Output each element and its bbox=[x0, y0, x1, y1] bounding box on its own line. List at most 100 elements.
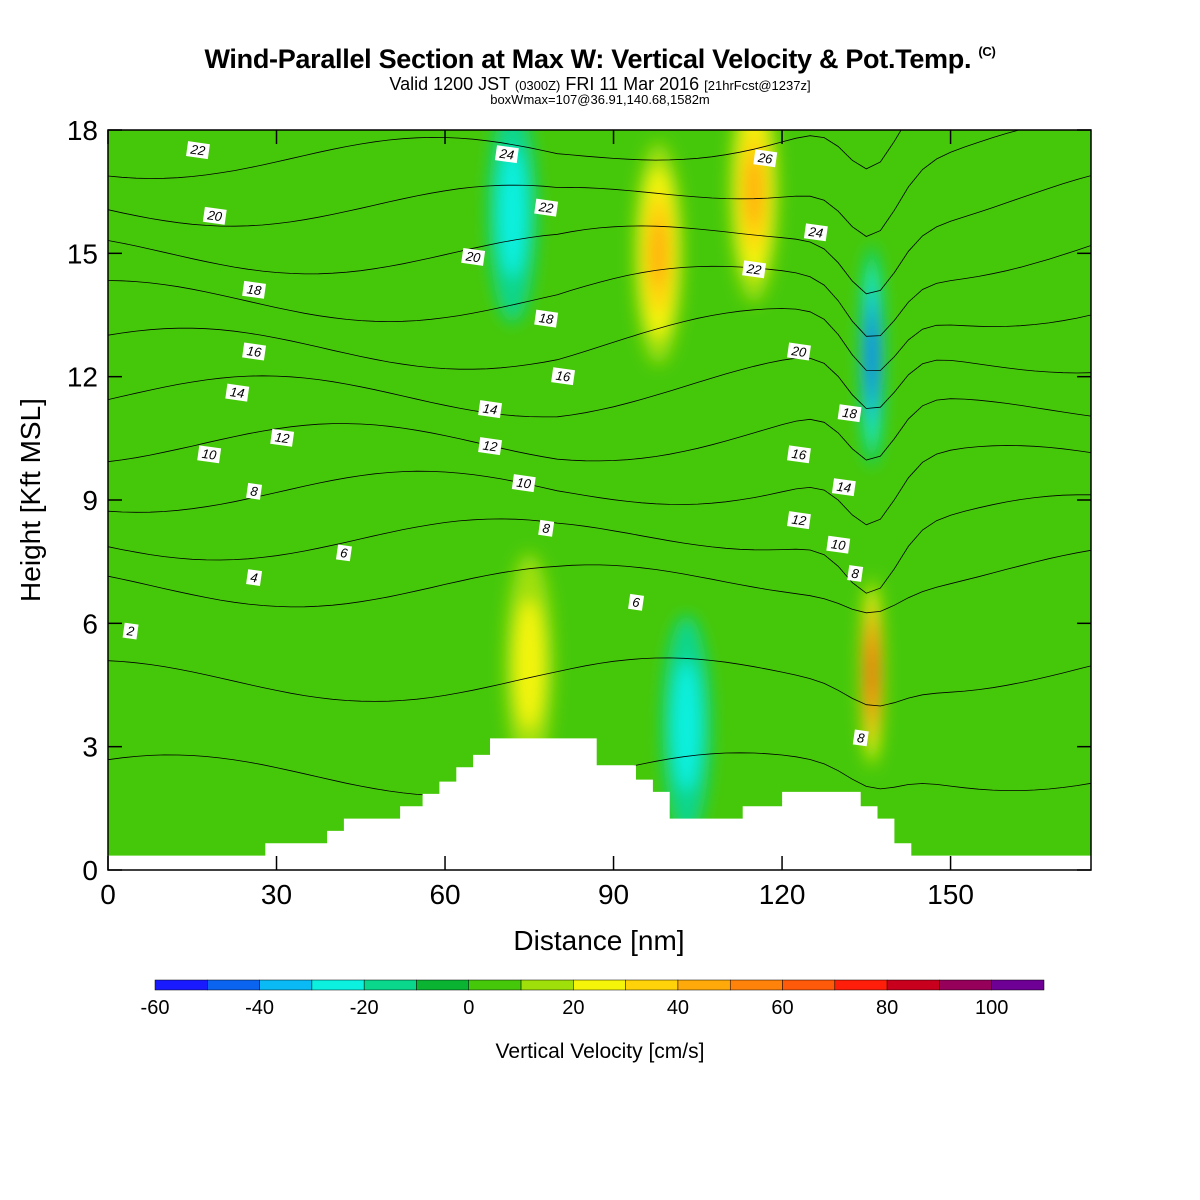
contour-label: 12 bbox=[478, 437, 503, 456]
contour-label: 16 bbox=[787, 445, 811, 464]
velocity-band bbox=[672, 661, 701, 791]
contour-label-box bbox=[826, 535, 851, 554]
contour-labels: 2220181614121086422422201816141210862624… bbox=[122, 141, 869, 747]
contour-label-text: 14 bbox=[482, 401, 498, 418]
y-tick-label: 15 bbox=[67, 238, 98, 269]
contour-label-text: 12 bbox=[482, 438, 499, 455]
colorbar-swatch bbox=[207, 979, 260, 991]
contour-label: 8 bbox=[538, 519, 555, 537]
contour-label-text: 4 bbox=[249, 570, 258, 586]
contour-label-box bbox=[803, 223, 828, 242]
contour-label-box bbox=[335, 544, 352, 562]
contour-label-box bbox=[225, 383, 250, 402]
contour-label: 12 bbox=[787, 511, 811, 530]
y-tick-label: 12 bbox=[67, 362, 98, 393]
contour-label-box bbox=[478, 400, 503, 419]
velocity-band bbox=[650, 218, 667, 289]
contour-label-text: 6 bbox=[631, 594, 641, 610]
y-axis-label: Height [Kft MSL] bbox=[15, 398, 46, 602]
colorbar-swatch bbox=[416, 979, 470, 991]
velocity-feature bbox=[860, 577, 883, 768]
colorbar-swatch bbox=[625, 979, 679, 991]
chart-subtitle: Valid 1200 JST (0300Z) FRI 11 Mar 2016 [… bbox=[389, 74, 811, 94]
contour-label: 6 bbox=[628, 593, 645, 611]
y-tick-label: 9 bbox=[82, 485, 98, 516]
colorbar-swatch bbox=[311, 979, 365, 991]
colorbar-tick-label: 20 bbox=[562, 997, 584, 1019]
contour-label-text: 8 bbox=[249, 483, 259, 499]
contour-label-text: 26 bbox=[756, 150, 774, 167]
contour-label-text: 24 bbox=[807, 224, 824, 241]
colorbar-swatch bbox=[729, 979, 783, 991]
colorbar-swatch bbox=[154, 979, 208, 991]
contour-label: 20 bbox=[787, 342, 811, 361]
contour-label-text: 12 bbox=[274, 429, 291, 446]
velocity-feature bbox=[505, 553, 554, 776]
contour-label-text: 8 bbox=[856, 730, 866, 746]
colorbar-tick-label: 40 bbox=[667, 997, 689, 1019]
contour-label: 24 bbox=[494, 145, 519, 164]
terrain bbox=[108, 738, 1091, 870]
x-axis-label: Distance [nm] bbox=[513, 925, 684, 956]
contour-label-box bbox=[242, 342, 267, 361]
contour-label: 16 bbox=[242, 342, 267, 361]
velocity-band bbox=[746, 156, 762, 227]
isentrope-14 bbox=[108, 357, 1091, 418]
contour-label-text: 20 bbox=[464, 248, 482, 265]
colorbar-swatch bbox=[259, 979, 313, 991]
isentrope-12 bbox=[108, 398, 1091, 463]
contour-label-box bbox=[753, 149, 778, 168]
contour-label-box bbox=[186, 141, 210, 160]
contour-label-box bbox=[837, 404, 862, 423]
contour-label-box bbox=[461, 247, 486, 266]
contour-label: 8 bbox=[246, 482, 263, 500]
velocity-band bbox=[515, 599, 544, 730]
contour-label: 16 bbox=[551, 367, 576, 386]
colorbar-label: Vertical Velocity [cm/s] bbox=[496, 1040, 705, 1063]
velocity-feature bbox=[729, 130, 779, 303]
contour-label-text: 12 bbox=[791, 512, 808, 529]
contour-label: 20 bbox=[461, 247, 486, 266]
contour-label-text: 22 bbox=[189, 142, 207, 159]
contour-label-text: 10 bbox=[516, 475, 533, 492]
contour-label: 4 bbox=[246, 569, 263, 587]
contour-label: 24 bbox=[803, 223, 828, 242]
contour-label-text: 16 bbox=[791, 446, 808, 463]
colorbar-swatch bbox=[782, 979, 836, 991]
contour-label: 22 bbox=[742, 260, 767, 279]
contour-label-box bbox=[534, 198, 559, 217]
colorbar-swatch bbox=[834, 979, 888, 991]
y-axis: 0 3 6 9 12 15 18 bbox=[67, 115, 1091, 886]
contour-label-box bbox=[628, 593, 645, 611]
contour-label-text: 22 bbox=[537, 199, 555, 216]
contour-label-box bbox=[242, 280, 267, 299]
contour-label-text: 16 bbox=[555, 368, 572, 385]
contour-label: 10 bbox=[511, 474, 536, 493]
contour-label-box bbox=[246, 569, 263, 587]
isentrope-10 bbox=[108, 445, 1091, 526]
contour-label: 2 bbox=[122, 622, 139, 640]
velocity-feature bbox=[488, 130, 537, 324]
isentrope-20 bbox=[108, 175, 1091, 295]
velocity-feature bbox=[634, 142, 683, 365]
isentrope-26 bbox=[108, 30, 1091, 130]
contour-label-text: 8 bbox=[851, 566, 861, 582]
x-tick-label: 120 bbox=[759, 879, 806, 910]
contour-label-box bbox=[787, 445, 811, 464]
contour-label-text: 14 bbox=[229, 384, 245, 401]
colorbar-tick-label: -20 bbox=[350, 997, 379, 1019]
contour-label: 12 bbox=[270, 428, 295, 447]
colorbar-tick-label: 60 bbox=[771, 997, 793, 1019]
contour-label: 26 bbox=[753, 149, 778, 168]
contour-label: 8 bbox=[847, 565, 864, 582]
contour-label-text: 10 bbox=[201, 446, 218, 463]
colorbar-swatch bbox=[939, 979, 992, 991]
contour-label-text: 18 bbox=[538, 310, 555, 327]
isentrope-22 bbox=[108, 130, 1021, 237]
y-tick-label: 18 bbox=[67, 115, 98, 146]
velocity-feature bbox=[662, 615, 711, 837]
colorbar-swatch bbox=[677, 979, 731, 991]
chart-box-info: boxWmax=107@36.91,140.68,1582m bbox=[490, 92, 710, 107]
colorbar: -60 -40 -20 0 20 40 60 80 100 bbox=[141, 979, 1045, 1019]
